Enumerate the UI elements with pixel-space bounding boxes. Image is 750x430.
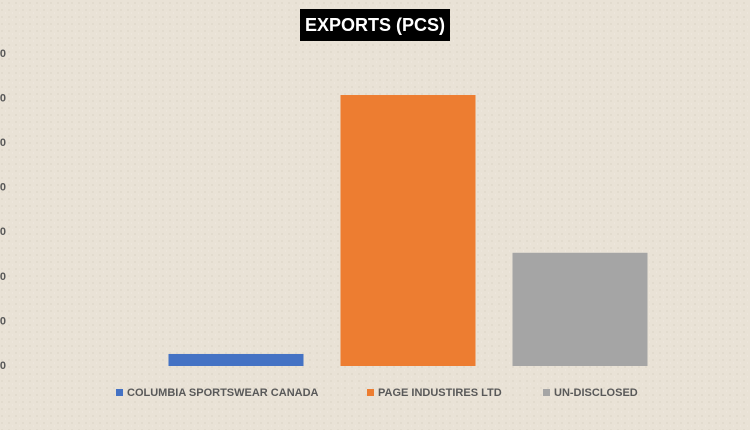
legend-swatch (367, 389, 374, 396)
y-tick-label: 30 (0, 226, 6, 238)
y-tick-label: 70 (0, 48, 6, 60)
y-tick-label: 0 (0, 360, 6, 372)
legend-swatch (116, 389, 123, 396)
bar (512, 252, 648, 366)
y-tick-label: 50 (0, 137, 6, 149)
y-tick-label: 40 (0, 182, 6, 194)
chart-title: EXPORTS (PCS) (305, 15, 445, 35)
legend-label: UN-DISCLOSED (554, 387, 638, 399)
y-tick-label: 60 (0, 92, 6, 104)
legend-label: COLUMBIA SPORTSWEAR CANADA (127, 387, 319, 399)
title-box (300, 9, 450, 41)
legend-swatch (543, 389, 550, 396)
bar (168, 353, 304, 366)
legend-label: PAGE INDUSTIRES LTD (378, 387, 502, 399)
y-tick-label: 10 (0, 315, 6, 327)
bar (340, 95, 476, 367)
y-tick-label: 20 (0, 271, 6, 283)
